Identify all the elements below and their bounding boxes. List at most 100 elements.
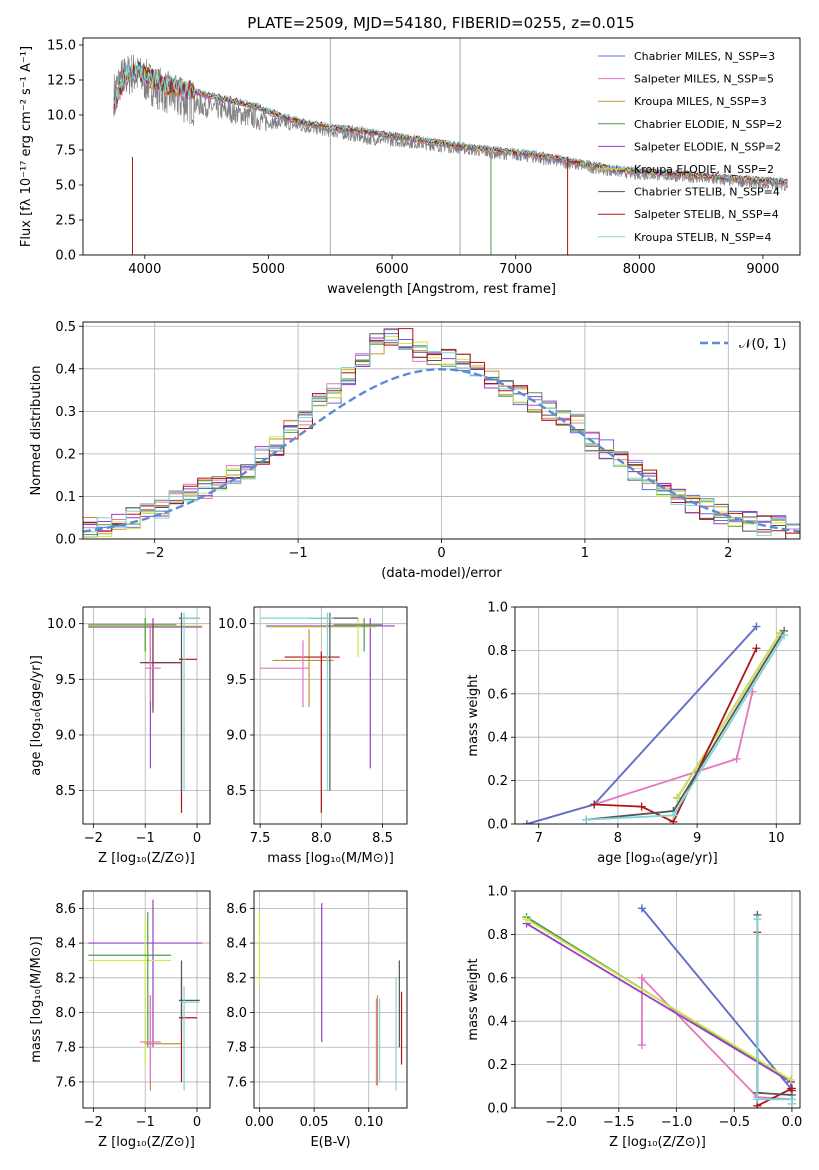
legend-label: Chabrier STELIB, N_SSP=4 xyxy=(634,186,780,199)
y-tick-label: 7.6 xyxy=(226,1075,247,1090)
y-tick-label: 8.4 xyxy=(55,937,76,952)
y-tick-label: 9.5 xyxy=(55,673,76,688)
x-axis-label: Z [log₁₀(Z/Z⊙)] xyxy=(609,1135,706,1150)
line-group xyxy=(522,904,796,1108)
y-tick-label: 0.3 xyxy=(55,405,76,420)
y-tick-label: 10.0 xyxy=(47,617,76,632)
legend-label: Chabrier ELODIE, N_SSP=2 xyxy=(634,118,782,131)
axes-frame xyxy=(514,606,801,825)
errorbar-group xyxy=(258,903,403,1091)
spectrum-group xyxy=(113,38,788,255)
series-line-4 xyxy=(526,922,792,1083)
series-marker xyxy=(582,815,591,824)
y-tick-label: 9.0 xyxy=(226,728,247,743)
x-tick-label: 0 xyxy=(193,1115,201,1130)
x-tick-label: −2 xyxy=(145,546,164,561)
y-tick-label: 0.4 xyxy=(487,1015,508,1030)
x-tick-label: 7000 xyxy=(499,262,532,277)
y-tick-label: 0.1 xyxy=(55,490,76,505)
legend-label: Salpeter STELIB, N_SSP=4 xyxy=(634,208,779,221)
x-tick-label: −0.5 xyxy=(718,1115,750,1130)
axes-frame xyxy=(253,606,408,825)
x-tick-label: 9000 xyxy=(746,262,779,277)
x-axis-label: age [log₁₀(age/yr)] xyxy=(597,851,718,866)
series-marker xyxy=(637,973,646,982)
series-marker xyxy=(637,904,646,913)
x-tick-label: −1.0 xyxy=(661,1115,693,1130)
series-marker xyxy=(732,754,741,763)
series-line-5 xyxy=(526,918,792,1081)
panel-5 xyxy=(79,891,210,1112)
y-tick-label: 8.2 xyxy=(55,971,76,986)
y-tick-label: 10.0 xyxy=(218,617,247,632)
x-axis-label: wavelength [Angstrom, rest frame] xyxy=(327,282,556,297)
legend-label: Salpeter MILES, N_SSP=5 xyxy=(634,73,774,86)
series-marker xyxy=(637,1041,646,1050)
panel-3 xyxy=(250,607,407,828)
y-tick-label: 12.5 xyxy=(47,74,76,89)
y-axis-label: mass weight xyxy=(466,674,481,756)
panel-6 xyxy=(250,891,407,1112)
panel-4 xyxy=(511,606,800,828)
hist-group xyxy=(83,328,800,539)
series-marker xyxy=(780,631,789,640)
y-axis-label: mass weight xyxy=(466,958,481,1040)
y-tick-label: 8.4 xyxy=(226,937,247,952)
line-group xyxy=(522,622,789,824)
panel-1 xyxy=(79,322,800,543)
series-line-0 xyxy=(641,975,792,1101)
y-tick-label: 8.5 xyxy=(55,784,76,799)
y-tick-label: 0.4 xyxy=(487,731,508,746)
x-tick-label: 5000 xyxy=(252,262,285,277)
y-axis-label: mass [log₁₀(M/M⊙)] xyxy=(29,936,44,1063)
x-tick-label: −1 xyxy=(289,546,308,561)
y-tick-label: 0.0 xyxy=(487,1102,508,1117)
data-spectrum-line xyxy=(113,54,788,192)
legend-label: Kroupa MILES, N_SSP=3 xyxy=(634,95,767,108)
y-tick-label: 2.5 xyxy=(55,214,76,229)
y-tick-label: 8.2 xyxy=(226,971,247,986)
axes-frame xyxy=(82,606,211,825)
y-tick-label: 8.6 xyxy=(226,902,247,917)
y-tick-label: 7.8 xyxy=(226,1041,247,1056)
x-tick-label: −1 xyxy=(136,1115,155,1130)
x-tick-label: 8.0 xyxy=(311,831,332,846)
axes-frame xyxy=(82,321,801,540)
errorbar-group xyxy=(88,899,203,1091)
y-tick-label: 8.0 xyxy=(55,1006,76,1021)
y-tick-label: 8.6 xyxy=(55,902,76,917)
y-tick-label: 7.5 xyxy=(55,144,76,159)
y-tick-label: 0.0 xyxy=(55,533,76,548)
x-tick-label: 8 xyxy=(614,831,622,846)
x-tick-label: 10 xyxy=(768,831,785,846)
x-tick-label: −1.5 xyxy=(603,1115,635,1130)
model-line-7 xyxy=(113,61,788,184)
series-line-2 xyxy=(641,907,792,1090)
x-tick-label: 1 xyxy=(581,546,589,561)
y-tick-label: 0.6 xyxy=(487,687,508,702)
x-axis-label: mass [log₁₀(M/M⊙)] xyxy=(267,851,394,866)
y-tick-label: 0.0 xyxy=(487,818,508,833)
legend-label: 𝒩(0, 1) xyxy=(739,337,786,352)
panel-0 xyxy=(79,44,764,259)
series-line-0 xyxy=(526,691,754,824)
normal-curve xyxy=(83,368,800,533)
y-tick-label: 5.0 xyxy=(55,179,76,194)
x-axis-label: (data-model)/error xyxy=(381,566,502,581)
x-tick-label: −1 xyxy=(136,831,155,846)
series-line-5 xyxy=(676,632,781,799)
x-tick-label: 8000 xyxy=(623,262,656,277)
series-line-7 xyxy=(756,914,793,1104)
x-tick-label: 4000 xyxy=(128,262,161,277)
axes-frame xyxy=(82,37,801,256)
series-line-6 xyxy=(594,647,758,824)
x-tick-label: −2 xyxy=(84,1115,103,1130)
series-marker xyxy=(673,793,682,802)
x-tick-label: 6000 xyxy=(376,262,409,277)
x-tick-label: 7 xyxy=(535,831,543,846)
axes-frame xyxy=(514,890,801,1109)
x-tick-label: 0.05 xyxy=(300,1115,329,1130)
x-tick-label: 7.5 xyxy=(250,831,271,846)
y-tick-label: 9.0 xyxy=(55,728,76,743)
